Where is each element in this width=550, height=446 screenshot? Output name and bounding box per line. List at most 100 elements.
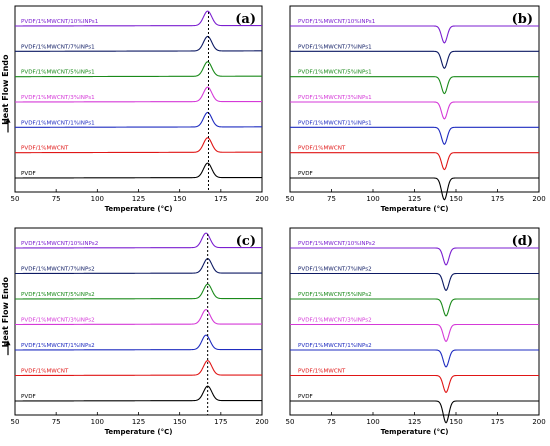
arrow-head-icon	[5, 117, 11, 123]
series-line	[290, 400, 539, 424]
series-label: PVDF/1%MWCNT/1%INPs2	[298, 343, 372, 349]
series-label: PVDF/1%MWCNT	[298, 369, 346, 375]
series-line	[15, 258, 262, 275]
plot-frame	[14, 227, 263, 416]
panel-letter: (d)	[512, 234, 533, 249]
series-line	[290, 323, 539, 342]
x-tick-label: 50	[286, 418, 295, 426]
x-tick-label: 50	[286, 195, 295, 203]
series-label: PVDF/1%MWCNT	[298, 146, 346, 152]
series-label: PVDF/1%MWCNT/5%INPs1	[21, 70, 95, 76]
x-tick-label: 150	[449, 195, 462, 203]
series-label: PVDF/1%MWCNT/3%INPs1	[21, 95, 95, 101]
series-line	[290, 374, 539, 393]
series-label: PVDF	[298, 394, 313, 400]
x-tick-label: 125	[408, 195, 421, 203]
x-tick-label: 200	[532, 195, 545, 203]
series-label: PVDF/1%MWCNT/1%INPs1	[298, 120, 372, 126]
series-label: PVDF/1%MWCNT/5%INPs2	[298, 292, 372, 298]
x-tick-label: 175	[214, 418, 227, 426]
plot-frame	[14, 5, 263, 193]
x-tick-label: 100	[91, 195, 104, 203]
series-line	[15, 35, 262, 52]
series-line	[15, 334, 262, 351]
x-tick-label: 175	[214, 195, 227, 203]
series-label: PVDF/1%MWCNT/5%INPs2	[21, 292, 95, 298]
x-tick-label: 125	[132, 195, 145, 203]
series-line	[15, 10, 262, 27]
series-label: PVDF	[21, 394, 36, 400]
x-tick-label: 125	[408, 418, 421, 426]
x-tick-label: 200	[255, 195, 268, 203]
series-label: PVDF/1%MWCNT/3%INPs2	[21, 318, 95, 324]
series-label: PVDF/1%MWCNT/1%INPs2	[21, 343, 95, 349]
panel-letter: (b)	[512, 12, 533, 27]
series-label: PVDF/1%MWCNT	[21, 369, 69, 375]
series-label: PVDF	[21, 171, 36, 177]
x-tick-label: 125	[132, 418, 145, 426]
series-line	[15, 283, 262, 300]
x-tick-label: 100	[366, 195, 379, 203]
panel-letter: (a)	[235, 12, 256, 27]
series-label: PVDF/1%MWCNT/10%INPs1	[298, 19, 376, 25]
series-line	[290, 101, 539, 120]
series-line	[290, 272, 539, 291]
x-tick-label: 175	[491, 195, 504, 203]
x-tick-label: 100	[366, 418, 379, 426]
x-axis-label: Temperature (°C)	[381, 205, 449, 213]
series-line	[15, 61, 262, 78]
series-line	[15, 137, 262, 154]
series-label: PVDF/1%MWCNT/7%INPs2	[298, 267, 372, 273]
x-tick-label: 75	[52, 195, 61, 203]
x-tick-label: 200	[532, 418, 545, 426]
series-line	[15, 360, 262, 377]
series-label: PVDF/1%MWCNT	[21, 146, 69, 152]
series-label: PVDF/1%MWCNT/7%INPs2	[21, 267, 95, 273]
series-line	[290, 25, 539, 44]
plot-frame	[289, 227, 540, 416]
series-label: PVDF/1%MWCNT/10%INPs1	[21, 19, 99, 25]
x-tick-label: 150	[173, 195, 186, 203]
x-tick-label: 175	[491, 418, 504, 426]
chart-panel-a: 50 75 100 125 150 175 200 Temperature (°C) Heat …	[1, 5, 269, 213]
x-tick-label: 200	[255, 418, 268, 426]
series-label: PVDF/1%MWCNT/10%INPs2	[298, 241, 375, 247]
series-line	[15, 111, 262, 128]
x-tick-label: 50	[11, 195, 20, 203]
series-line	[290, 298, 539, 317]
x-axis-label: Temperature (°C)	[105, 205, 173, 213]
x-tick-label: 75	[52, 418, 61, 426]
series-line	[15, 162, 262, 179]
x-tick-label: 150	[449, 418, 462, 426]
series-line	[290, 126, 539, 145]
x-tick-label: 75	[327, 418, 336, 426]
x-axis-label: Temperature (°C)	[381, 428, 449, 436]
chart-panel-d: 50 75 100 125 150 175 200 Temperature (°C) PVDF/…	[286, 227, 546, 436]
plot-frame	[289, 5, 540, 193]
x-axis-label: Temperature (°C)	[105, 428, 173, 436]
series-label: PVDF/1%MWCNT/1%INPs1	[21, 120, 95, 126]
series-line	[15, 309, 262, 326]
panel-letter: (c)	[236, 234, 256, 249]
series-line	[290, 349, 539, 368]
y-axis-label: Heat Flow Endo	[1, 276, 10, 347]
x-tick-label: 150	[173, 418, 186, 426]
series-line	[290, 152, 539, 171]
series-label: PVDF/1%MWCNT/10%INPs2	[21, 241, 98, 247]
series-line	[290, 177, 539, 201]
series-label: PVDF/1%MWCNT/5%INPs1	[298, 70, 372, 76]
y-axis-label: Heat Flow Endo	[1, 54, 10, 125]
series-label: PVDF	[298, 171, 313, 177]
arrow-head-icon	[5, 340, 11, 346]
series-line	[290, 76, 539, 95]
series-label: PVDF/1%MWCNT/3%INPs1	[298, 95, 372, 101]
chart-panel-c: 50 75 100 125 150 175 200 Temperature (°C) Heat …	[1, 227, 269, 436]
series-label: PVDF/1%MWCNT/7%INPs1	[21, 44, 95, 50]
series-line	[15, 232, 262, 249]
series-line	[15, 86, 262, 103]
x-tick-label: 75	[327, 195, 336, 203]
series-line	[290, 247, 539, 266]
x-tick-label: 50	[11, 418, 20, 426]
series-label: PVDF/1%MWCNT/7%INPs1	[298, 44, 372, 50]
